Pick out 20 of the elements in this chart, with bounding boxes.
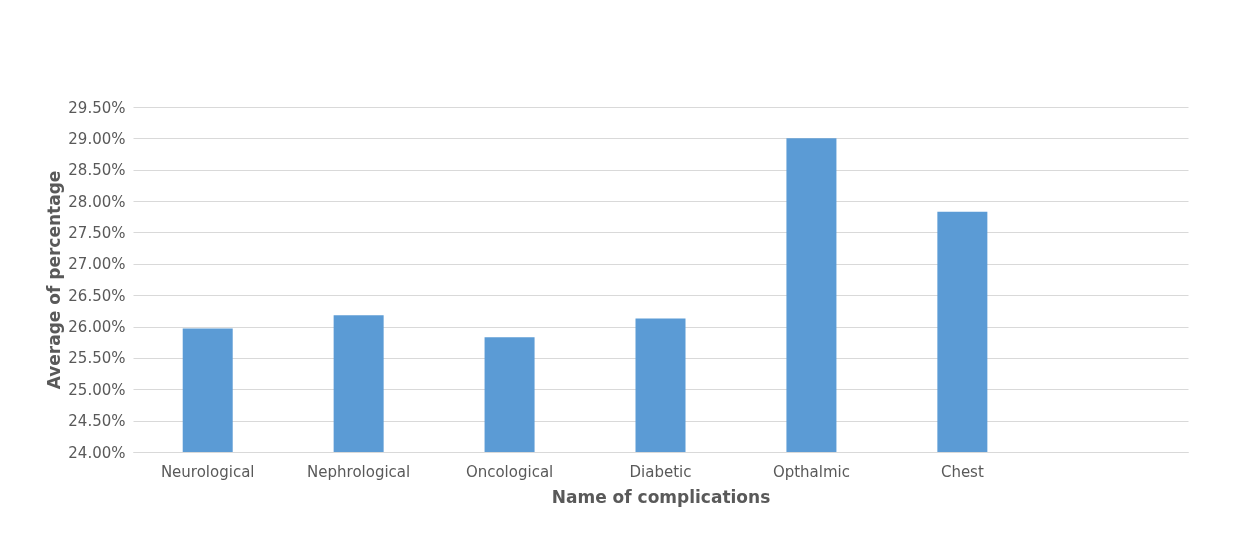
x-tick-label: Nephrological <box>307 462 411 481</box>
y-axis-title: Average of percentage <box>44 170 65 390</box>
y-tick-label: 25.50% <box>68 349 126 368</box>
y-tick-label: 27.00% <box>68 255 126 274</box>
x-tick-label: Neurological <box>160 462 255 481</box>
x-axis-title: Name of complications <box>551 486 771 507</box>
y-tick-label: 28.00% <box>68 192 126 211</box>
y-tick-label: 27.50% <box>68 223 126 242</box>
y-tick-label: 26.00% <box>68 318 126 337</box>
y-tick-label: 25.00% <box>68 380 126 399</box>
y-tick-label: 24.00% <box>68 443 126 462</box>
y-tick-label: 29.50% <box>68 98 126 117</box>
y-tick-label: 28.50% <box>68 161 126 180</box>
y-tick-label: 24.50% <box>68 412 126 431</box>
y-tick-label: 26.50% <box>68 286 126 305</box>
x-tick-label: Oncological <box>465 462 554 481</box>
x-tick-label: Diabetic <box>629 462 692 481</box>
y-tick-label: 29.00% <box>68 129 126 148</box>
x-tick-label: Chest <box>940 462 984 481</box>
x-tick-label: Opthalmic <box>772 462 850 481</box>
